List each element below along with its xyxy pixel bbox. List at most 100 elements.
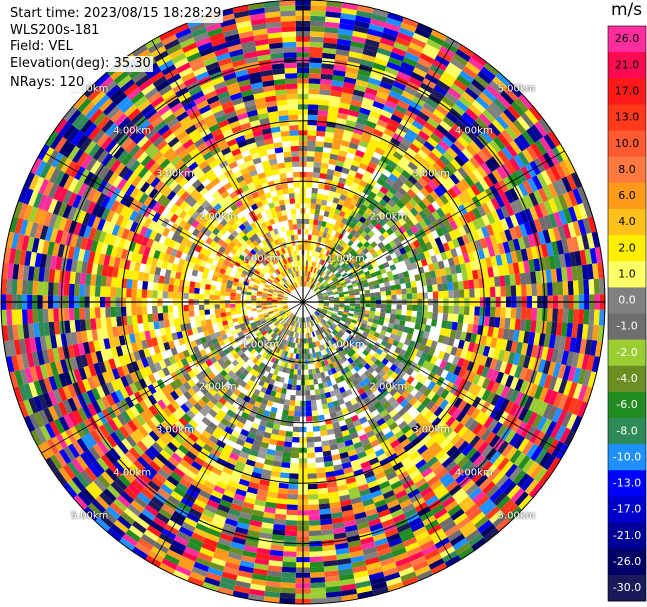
gate-cell: [119, 387, 130, 399]
gate-cell: [515, 341, 524, 355]
gate-cell: [238, 359, 246, 367]
gate-cell: [322, 293, 328, 297]
gate-cell: [278, 430, 286, 437]
gate-cell: [73, 368, 83, 382]
gate-cell: [26, 352, 35, 368]
gate-cell: [468, 172, 479, 184]
gate-cell: [126, 362, 135, 374]
gate-cell: [319, 513, 332, 520]
gate-cell: [429, 403, 440, 414]
gate-cell: [338, 386, 346, 394]
gate-cell: [323, 302, 329, 304]
gate-cell: [592, 324, 599, 341]
gate-cell: [212, 384, 221, 393]
gate-cell: [320, 393, 327, 400]
gate-cell: [556, 240, 565, 255]
gate-cell: [337, 38, 352, 46]
gate-cell: [563, 208, 573, 224]
gate-cell: [225, 389, 234, 397]
gate-cell: [512, 119, 527, 134]
gate-cell: [381, 562, 397, 572]
gate-cell: [428, 427, 439, 438]
gate-cell: [432, 305, 439, 313]
gate-cell: [246, 486, 258, 495]
gate-cell: [191, 327, 199, 335]
gate-cell: [521, 148, 534, 164]
gate-cell: [184, 422, 195, 433]
gate-cell: [458, 367, 467, 379]
gate-cell: [481, 389, 491, 402]
gate-cell: [208, 388, 217, 397]
gate-cell: [292, 426, 300, 433]
gate-cell: [316, 317, 321, 322]
gate-cell: [530, 246, 539, 260]
gate-cell: [423, 471, 437, 483]
gate-cell: [559, 336, 567, 351]
gate-cell: [322, 232, 328, 239]
gate-cell: [385, 190, 395, 200]
gate-cell: [187, 387, 197, 397]
gate-cell: [283, 334, 288, 340]
gate-cell: [387, 435, 398, 445]
gate-cell: [329, 325, 335, 331]
gate-cell: [309, 261, 313, 267]
gate-cell: [92, 460, 105, 475]
gate-cell: [505, 340, 513, 352]
gate-cell: [424, 423, 436, 435]
gate-cell: [218, 397, 227, 406]
gate-cell: [250, 444, 261, 452]
gate-cell: [131, 479, 145, 492]
gate-cell: [118, 425, 130, 439]
gate-cell: [316, 323, 321, 329]
gate-cell: [275, 503, 288, 510]
gate-cell: [81, 488, 96, 503]
gate-cell: [275, 322, 281, 328]
gate-cell: [505, 307, 512, 319]
gate-cell: [465, 261, 472, 272]
gate-cell: [343, 366, 351, 373]
gate-cell: [413, 342, 421, 350]
gate-cell: [247, 454, 258, 462]
gate-cell: [421, 544, 438, 556]
gate-cell: [390, 155, 401, 165]
gate-cell: [247, 431, 257, 440]
gate-cell: [450, 449, 462, 461]
gate-cell: [521, 440, 534, 456]
gate-cell: [458, 95, 473, 108]
gate-cell: [357, 590, 374, 599]
gate-cell: [398, 452, 410, 462]
gate-cell: [475, 96, 490, 110]
gate-cell: [216, 317, 222, 323]
gate-cell: [227, 345, 235, 353]
gate-cell: [281, 462, 291, 469]
gate-cell: [480, 523, 496, 538]
gate-cell: [351, 464, 363, 472]
gate-cell: [187, 576, 204, 587]
gate-cell: [202, 443, 214, 453]
gate-cell: [427, 180, 438, 191]
gate-cell: [279, 354, 284, 361]
gate-cell: [379, 397, 388, 406]
gate-cell: [418, 130, 430, 141]
gate-cell: [119, 537, 135, 551]
gate-cell: [415, 134, 427, 145]
gate-cell: [353, 570, 369, 579]
gate-cell: [394, 220, 403, 230]
gate-cell: [74, 319, 81, 332]
gate-cell: [393, 41, 409, 52]
gate-cell: [334, 299, 340, 302]
gate-cell: [393, 366, 402, 375]
gate-cell: [259, 479, 270, 487]
nrays-text: NRays: 120: [10, 75, 87, 92]
gate-cell: [305, 213, 310, 219]
gate-cell: [219, 499, 232, 509]
gate-cell: [379, 173, 389, 182]
gate-cell: [410, 281, 417, 288]
gate-cell: [453, 306, 460, 315]
gate-cell: [327, 290, 333, 294]
gate-cell: [278, 307, 284, 311]
gate-cell: [227, 319, 234, 325]
gate-cell: [380, 485, 393, 495]
gate-cell: [350, 235, 358, 243]
gate-cell: [401, 364, 410, 373]
